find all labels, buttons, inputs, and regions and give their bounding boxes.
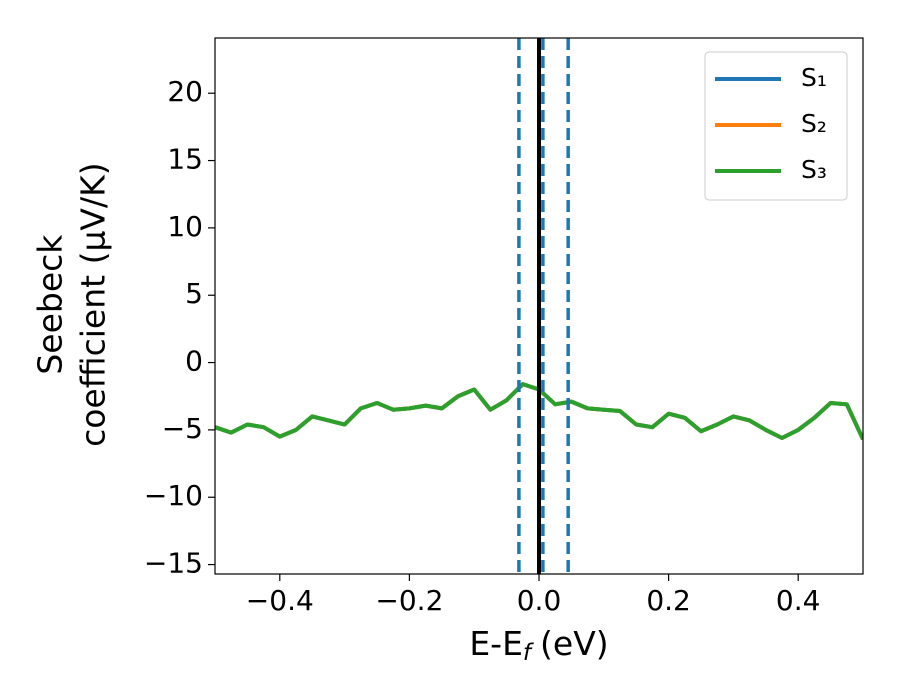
y-tick-label: 5 bbox=[185, 277, 203, 310]
x-tick-label: −0.4 bbox=[246, 584, 314, 617]
legend-label: S₁ bbox=[801, 63, 827, 92]
x-tick-label: −0.2 bbox=[375, 584, 443, 617]
x-tick-label: 0.0 bbox=[517, 584, 562, 617]
x-tick-label: 0.4 bbox=[776, 584, 821, 617]
x-label-part: E-E bbox=[469, 624, 523, 663]
y-tick-label: 15 bbox=[167, 143, 203, 176]
y-tick-label: −15 bbox=[144, 547, 203, 580]
legend-label: S₃ bbox=[801, 155, 827, 184]
y-axis-label: coefficient (μV/K) bbox=[74, 162, 113, 447]
x-tick-label: 0.2 bbox=[646, 584, 691, 617]
y-tick-label: 10 bbox=[167, 210, 203, 243]
y-tick-label: −5 bbox=[162, 412, 203, 445]
y-tick-label: 0 bbox=[185, 345, 203, 378]
y-tick-label: 20 bbox=[167, 75, 203, 108]
x-label-sub: f bbox=[523, 640, 534, 666]
x-axis-label: E-Ef (eV) bbox=[469, 624, 608, 666]
y-axis-label: Seebeck bbox=[31, 234, 70, 375]
legend-label: S₂ bbox=[801, 109, 827, 138]
x-label-part: (eV) bbox=[540, 624, 609, 663]
y-tick-label: −10 bbox=[144, 479, 203, 512]
